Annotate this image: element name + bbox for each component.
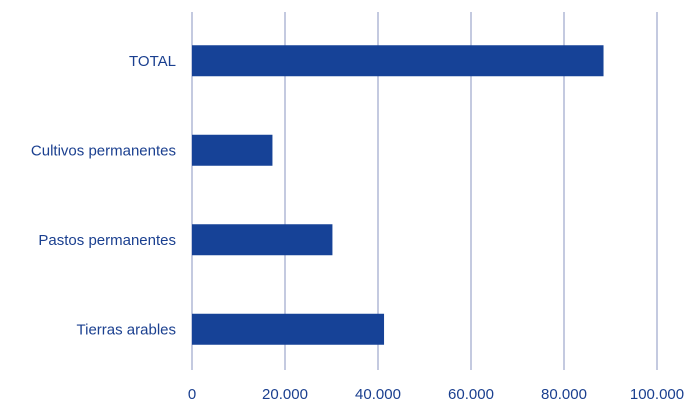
category-label-2: Pastos permanentes (38, 232, 176, 249)
bar-0 (192, 45, 604, 77)
bar-2 (192, 224, 333, 256)
category-label-1: Cultivos permanentes (31, 142, 176, 159)
x-tick-label-5: 100.000 (630, 386, 684, 403)
bars (192, 45, 604, 345)
category-label-3: Tierras arables (77, 321, 176, 338)
x-tick-label-3: 60.000 (448, 386, 494, 403)
x-tick-labels: 0 20.000 40.000 60.000 80.000 100.000 (188, 386, 684, 403)
x-tick-label-1: 20.000 (262, 386, 308, 403)
category-label-0: TOTAL (129, 53, 176, 70)
x-tick-label-4: 80.000 (541, 386, 587, 403)
bar-1 (192, 134, 273, 166)
bar-3 (192, 313, 385, 345)
x-tick-label-0: 0 (188, 386, 196, 403)
category-labels: TOTAL Cultivos permanentes Pastos permanen… (31, 53, 176, 339)
x-tick-label-2: 40.000 (355, 386, 401, 403)
